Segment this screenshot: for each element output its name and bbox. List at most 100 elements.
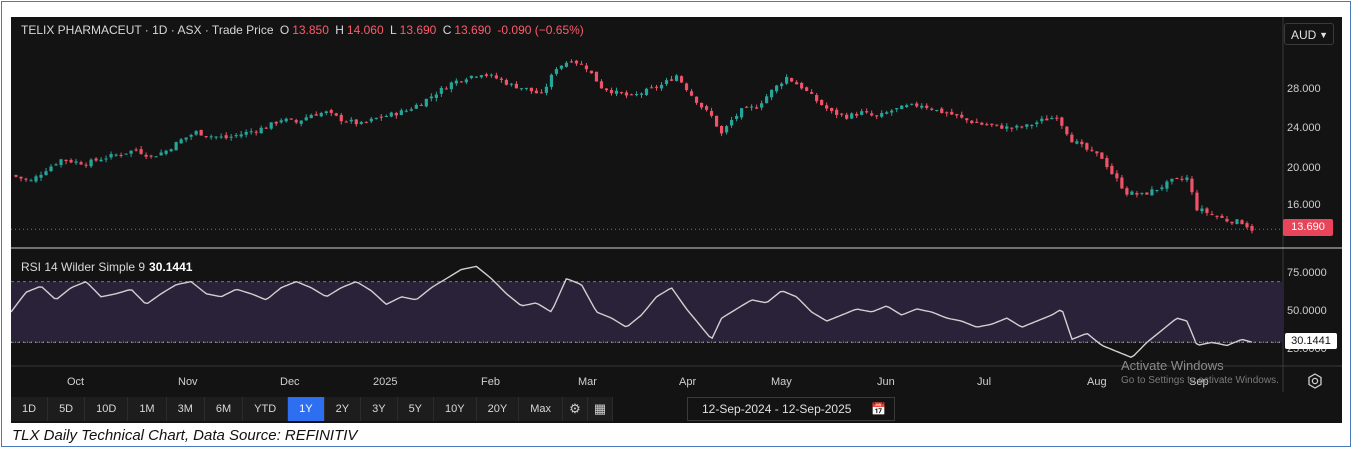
candle-body xyxy=(1155,189,1159,191)
candle-body xyxy=(449,82,453,90)
candle-body xyxy=(790,78,794,82)
candle-body xyxy=(679,76,684,83)
month-label-jun: Jun xyxy=(877,376,895,388)
candle-body xyxy=(995,124,999,126)
candle-body xyxy=(274,121,278,124)
chart-settings-icon[interactable]: ⚙ xyxy=(562,397,588,421)
candle-body xyxy=(554,69,559,74)
candle-body xyxy=(694,96,699,103)
candle-body xyxy=(344,121,348,123)
candle-body xyxy=(584,65,589,70)
candle-body xyxy=(1175,178,1179,180)
tf-5d[interactable]: 5D xyxy=(48,397,86,421)
currency-select[interactable]: AUD ▼ xyxy=(1284,23,1334,45)
candle-body xyxy=(454,80,458,84)
candle-body xyxy=(29,180,33,182)
tf-10y[interactable]: 10Y xyxy=(434,397,477,421)
tf-5y[interactable]: 5Y xyxy=(397,397,435,421)
candle-body xyxy=(1085,143,1089,150)
candle-body xyxy=(44,171,48,176)
month-label-aug: Aug xyxy=(1087,376,1107,388)
candle-body xyxy=(1025,124,1029,127)
candle-body xyxy=(1115,173,1119,179)
candle-body xyxy=(189,134,193,137)
axis-settings-button[interactable] xyxy=(1306,372,1324,390)
candle-body xyxy=(985,124,989,126)
candle-body xyxy=(174,142,178,151)
candle-body xyxy=(1200,208,1204,212)
candle-body xyxy=(509,83,514,85)
price-tick-24: 24.000 xyxy=(1287,122,1321,134)
candle-body xyxy=(1205,208,1209,213)
tf-ytd[interactable]: YTD xyxy=(243,397,289,421)
candle-body xyxy=(980,122,984,125)
tf-10d[interactable]: 10D xyxy=(85,397,129,421)
tf-1d[interactable]: 1D xyxy=(11,397,49,421)
candle-body xyxy=(1095,151,1099,154)
tf-max[interactable]: Max xyxy=(519,397,563,421)
candle-body xyxy=(1145,192,1149,195)
candle-body xyxy=(1000,125,1004,129)
candle-body xyxy=(104,158,108,160)
candle-body xyxy=(1100,152,1104,159)
candle-body xyxy=(1080,141,1084,145)
candle-body xyxy=(714,115,719,127)
price-tick-20: 20.000 xyxy=(1287,162,1321,174)
candle-body xyxy=(464,79,468,83)
candle-body xyxy=(24,178,28,180)
candle-body xyxy=(594,71,599,82)
candle-body xyxy=(624,92,629,96)
candle-body xyxy=(1215,215,1219,217)
candle-body xyxy=(850,113,854,119)
candle-body xyxy=(289,118,293,120)
candle-body xyxy=(659,84,664,89)
rsi-value: 30.1441 xyxy=(149,260,193,274)
candle-body xyxy=(1135,193,1139,195)
tf-2y[interactable]: 2Y xyxy=(324,397,362,421)
candle-body xyxy=(775,85,779,92)
month-label-jul: Jul xyxy=(977,376,992,388)
candle-body xyxy=(184,137,188,140)
candle-body xyxy=(59,159,63,165)
candle-body xyxy=(699,102,704,108)
tf-20y[interactable]: 20Y xyxy=(476,397,520,421)
candle-body xyxy=(79,162,83,165)
chevron-down-icon: ▼ xyxy=(1319,30,1328,40)
price-tick-28: 28.000 xyxy=(1287,83,1321,95)
candle-body xyxy=(614,90,619,94)
tf-3y[interactable]: 3Y xyxy=(361,397,398,421)
candle-body xyxy=(724,126,729,133)
candle-body xyxy=(439,87,443,94)
candle-body xyxy=(149,155,153,157)
candle-body xyxy=(920,105,924,108)
month-label-oct: Oct xyxy=(67,376,85,388)
candle-body xyxy=(264,127,268,129)
rsi-band xyxy=(11,281,1283,343)
tf-1y[interactable]: 1Y xyxy=(288,397,325,421)
candle-body xyxy=(494,75,498,79)
candle-body xyxy=(870,113,874,116)
rsi-value-tag: 30.1441 xyxy=(1285,333,1337,349)
date-range-picker[interactable]: 12-Sep-2024 - 12-Sep-2025 📅 xyxy=(687,397,895,421)
candle-body xyxy=(159,152,163,156)
table-view-icon[interactable]: ▦ xyxy=(587,397,613,421)
candle-body xyxy=(379,116,383,118)
candle-body xyxy=(284,118,288,122)
candle-body xyxy=(74,161,78,163)
candle-body xyxy=(1005,126,1009,129)
tf-3m[interactable]: 3M xyxy=(166,397,205,421)
candle-body xyxy=(629,94,634,96)
candle-body xyxy=(1075,141,1079,144)
candle-body xyxy=(885,112,889,114)
tf-1m[interactable]: 1M xyxy=(128,397,167,421)
tf-6m[interactable]: 6M xyxy=(204,397,244,421)
candle-body xyxy=(359,122,363,124)
open-label: O xyxy=(279,23,290,37)
candle-body xyxy=(349,119,353,122)
candle-body xyxy=(1010,127,1014,129)
candle-body xyxy=(114,154,118,156)
candle-body xyxy=(19,176,23,179)
candle-body xyxy=(199,129,203,136)
candle-body xyxy=(845,114,849,119)
candle-body xyxy=(760,103,764,108)
